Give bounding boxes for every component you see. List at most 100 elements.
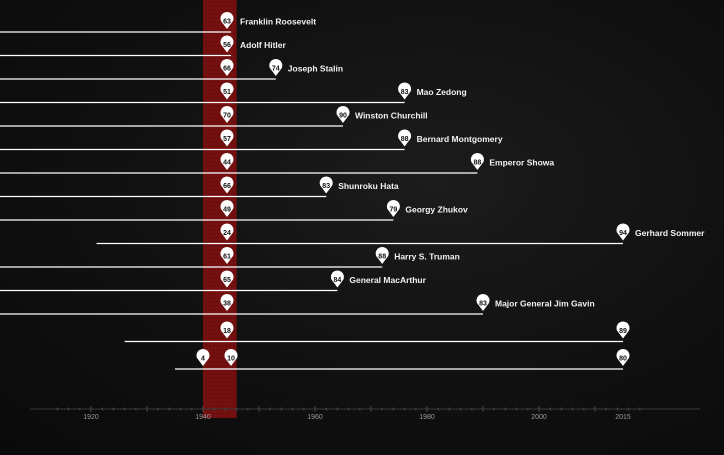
person-name: Georgy Zhukov bbox=[405, 205, 468, 215]
age-marker-label: 61 bbox=[223, 254, 231, 261]
person-name: Harry S. Truman bbox=[394, 252, 460, 262]
age-marker-pin bbox=[220, 294, 234, 311]
end-age-marker-pin bbox=[616, 223, 630, 241]
person-name: Shunroku Hata bbox=[338, 181, 399, 191]
age-marker: 10 bbox=[224, 349, 238, 366]
end-age-marker-label: 88 bbox=[378, 254, 386, 261]
end-age-marker: 89 bbox=[616, 321, 630, 339]
end-age-marker-label: 89 bbox=[619, 328, 627, 335]
end-age-marker-label: 83 bbox=[322, 183, 330, 190]
end-age-marker: 80 bbox=[616, 349, 630, 366]
end-age-marker-label: 74 bbox=[272, 66, 280, 73]
end-age-marker-label: 84 bbox=[334, 277, 342, 284]
end-age-marker-pin bbox=[386, 200, 400, 217]
age-marker: 57 bbox=[220, 129, 234, 147]
age-marker-pin bbox=[220, 35, 234, 53]
end-age-marker-pin bbox=[375, 247, 389, 264]
person-name: Mao Zedong bbox=[417, 87, 467, 97]
age-marker-label: 10 bbox=[227, 356, 235, 363]
x-tick-label: 1960 bbox=[307, 414, 323, 421]
age-marker-pin bbox=[220, 106, 234, 123]
end-age-marker: 88 bbox=[470, 153, 484, 170]
age-marker: 18 bbox=[220, 321, 234, 339]
person-name: Major General Jim Gavin bbox=[495, 299, 595, 309]
extra-age-marker-pin bbox=[196, 349, 210, 366]
end-age-marker-pin bbox=[319, 176, 333, 194]
end-age-marker: 90 bbox=[336, 105, 350, 123]
extra-age-marker-label: 4 bbox=[201, 356, 205, 363]
end-age-marker-label: 83 bbox=[479, 301, 487, 308]
age-marker-pin bbox=[220, 59, 234, 76]
age-marker: 61 bbox=[220, 247, 234, 264]
age-marker-pin bbox=[220, 223, 234, 241]
person-name: Gerhard Sommer bbox=[635, 228, 705, 238]
x-tick-label: 2000 bbox=[531, 414, 547, 421]
age-marker-pin bbox=[220, 321, 234, 339]
end-age-marker-label: 88 bbox=[401, 136, 409, 143]
age-marker: 66 bbox=[220, 176, 234, 194]
age-marker-pin bbox=[224, 349, 238, 366]
age-marker-label: 49 bbox=[223, 207, 231, 214]
end-age-marker-pin bbox=[330, 270, 344, 288]
age-marker: 51 bbox=[220, 82, 234, 100]
end-age-marker-label: 88 bbox=[474, 160, 482, 167]
age-marker-label: 18 bbox=[223, 328, 231, 335]
x-tick-label: 1940 bbox=[195, 414, 211, 421]
age-marker: 56 bbox=[220, 35, 234, 53]
age-marker-pin bbox=[220, 247, 234, 264]
extra-age-marker: 4 bbox=[196, 349, 210, 366]
person-name: Bernard Montgomery bbox=[417, 134, 503, 144]
age-marker-pin bbox=[220, 129, 234, 147]
person-name: Winston Churchill bbox=[355, 111, 428, 121]
age-marker: 38 bbox=[220, 294, 234, 311]
age-marker-label: 24 bbox=[223, 230, 231, 237]
age-marker-label: 66 bbox=[223, 183, 231, 190]
age-marker-pin bbox=[220, 200, 234, 217]
end-age-marker: 88 bbox=[375, 247, 389, 264]
person-name: Emperor Showa bbox=[489, 158, 554, 168]
end-age-marker-pin bbox=[398, 82, 412, 100]
age-marker-pin bbox=[220, 12, 234, 29]
age-marker-label: 57 bbox=[223, 136, 231, 143]
age-marker: 65 bbox=[220, 270, 234, 288]
end-age-marker: 79 bbox=[386, 200, 400, 217]
end-age-marker-pin bbox=[470, 153, 484, 170]
age-marker-pin bbox=[220, 270, 234, 288]
x-tick-label: 2015 bbox=[615, 414, 631, 421]
age-marker-label: 70 bbox=[223, 113, 231, 120]
age-marker: 70 bbox=[220, 106, 234, 123]
end-age-marker-label: 83 bbox=[401, 89, 409, 96]
age-marker-label: 51 bbox=[223, 89, 231, 96]
age-marker-label: 63 bbox=[223, 19, 231, 26]
end-age-marker-label: 80 bbox=[619, 356, 627, 363]
person-name: Adolf Hitler bbox=[240, 40, 286, 50]
end-age-marker: 88 bbox=[398, 129, 412, 147]
x-tick-label: 1920 bbox=[83, 414, 99, 421]
end-age-marker-pin bbox=[616, 321, 630, 339]
end-age-marker-label: 90 bbox=[339, 113, 347, 120]
age-marker: 49 bbox=[220, 200, 234, 217]
end-age-marker: 83 bbox=[476, 294, 490, 311]
end-age-marker-pin bbox=[616, 349, 630, 366]
age-marker-label: 66 bbox=[223, 66, 231, 73]
end-age-marker-label: 79 bbox=[390, 207, 398, 214]
age-marker-pin bbox=[220, 153, 234, 170]
end-age-marker: 94 bbox=[616, 223, 630, 241]
age-marker-pin bbox=[220, 82, 234, 100]
age-marker: 66 bbox=[220, 59, 234, 76]
end-age-marker: 83 bbox=[398, 82, 412, 100]
age-marker: 44 bbox=[220, 153, 234, 170]
end-age-marker-pin bbox=[269, 59, 283, 76]
end-age-marker: 84 bbox=[330, 270, 344, 288]
age-marker-label: 56 bbox=[223, 42, 231, 49]
age-marker-pin bbox=[220, 176, 234, 194]
age-marker: 63 bbox=[220, 12, 234, 29]
end-age-marker-label: 94 bbox=[619, 230, 627, 237]
person-name: Franklin Roosevelt bbox=[240, 17, 316, 27]
age-marker: 24 bbox=[220, 223, 234, 241]
x-tick-label: 1980 bbox=[419, 414, 435, 421]
age-marker-label: 38 bbox=[223, 301, 231, 308]
end-age-marker: 74 bbox=[269, 59, 283, 76]
end-age-marker: 83 bbox=[319, 176, 333, 194]
